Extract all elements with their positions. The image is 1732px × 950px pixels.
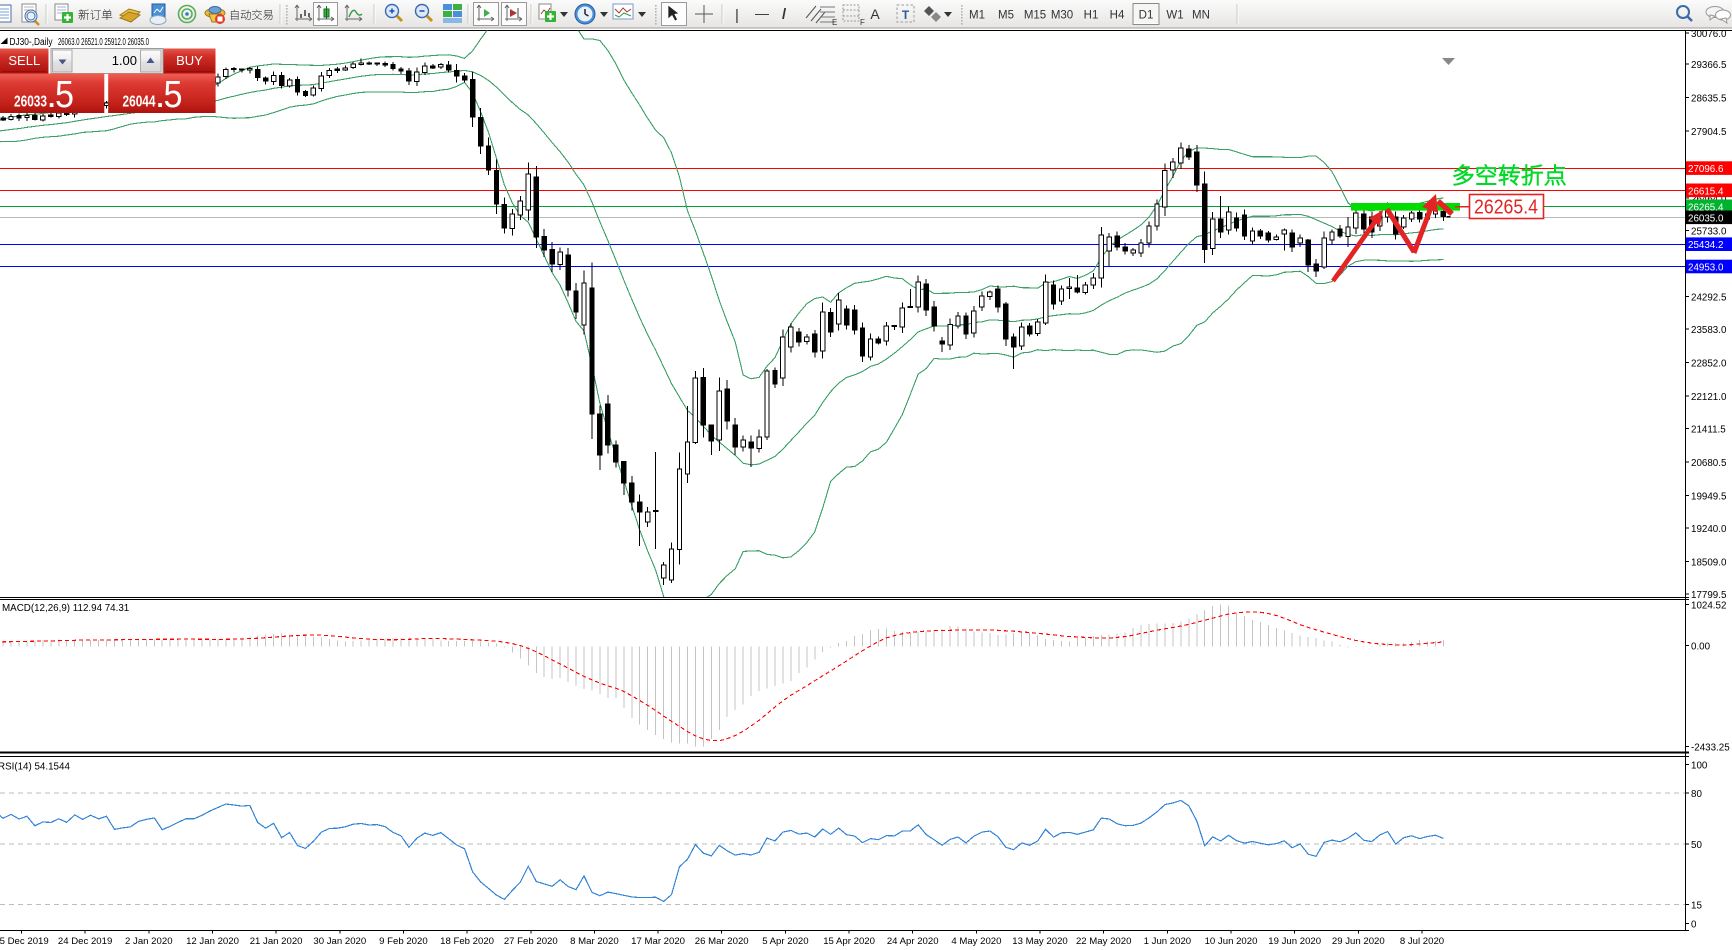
- svg-text:8 Mar 2020: 8 Mar 2020: [570, 936, 619, 947]
- svg-text:0.00: 0.00: [1691, 642, 1711, 653]
- svg-text:22121.0: 22121.0: [1691, 392, 1727, 403]
- svg-text:21 Jan 2020: 21 Jan 2020: [250, 936, 303, 947]
- svg-text:25434.2: 25434.2: [1688, 240, 1723, 251]
- svg-text:RSI(14) 54.1544: RSI(14) 54.1544: [0, 762, 70, 773]
- svg-text:26044: 26044: [123, 94, 156, 111]
- svg-text:19 Jun 2020: 19 Jun 2020: [1268, 936, 1321, 947]
- svg-text:4 May 2020: 4 May 2020: [951, 936, 1001, 947]
- svg-text:H4: H4: [1110, 10, 1125, 22]
- svg-text:27 Feb 2020: 27 Feb 2020: [504, 936, 558, 947]
- svg-text:12 Jan 2020: 12 Jan 2020: [186, 936, 239, 947]
- svg-text:15 Dec 2019: 15 Dec 2019: [0, 936, 49, 947]
- svg-text:25733.0: 25733.0: [1691, 227, 1727, 238]
- svg-text:27904.5: 27904.5: [1691, 127, 1727, 138]
- svg-text:17799.5: 17799.5: [1691, 590, 1727, 601]
- svg-text:26035.0: 26035.0: [1688, 213, 1724, 224]
- svg-text:M30: M30: [1051, 10, 1073, 22]
- svg-text:18509.0: 18509.0: [1691, 557, 1727, 568]
- svg-text:H1: H1: [1084, 10, 1099, 22]
- svg-text:26265.4: 26265.4: [1474, 197, 1538, 219]
- svg-text:26 Mar 2020: 26 Mar 2020: [695, 936, 749, 947]
- svg-text:BUY: BUY: [176, 53, 203, 68]
- svg-text:E: E: [832, 18, 837, 27]
- svg-text:15: 15: [1691, 901, 1702, 912]
- svg-text:5 Apr 2020: 5 Apr 2020: [762, 936, 808, 947]
- svg-text:26265.4: 26265.4: [1688, 202, 1724, 213]
- svg-text:10 Jun 2020: 10 Jun 2020: [1205, 936, 1258, 947]
- svg-text:22 May 2020: 22 May 2020: [1076, 936, 1131, 947]
- svg-text:1.00: 1.00: [112, 53, 137, 68]
- svg-text:1024.52: 1024.52: [1691, 600, 1726, 611]
- svg-text:-2433.25: -2433.25: [1691, 743, 1730, 754]
- svg-text:D1: D1: [1139, 10, 1154, 22]
- svg-text:9 Feb 2020: 9 Feb 2020: [379, 936, 428, 947]
- svg-text:19240.0: 19240.0: [1691, 524, 1727, 535]
- svg-text:100: 100: [1691, 760, 1708, 771]
- svg-text:8 Jul 2020: 8 Jul 2020: [1400, 936, 1444, 947]
- svg-text:26063.0 26521.0 25912.0 26035.: 26063.0 26521.0 25912.0 26035.0: [58, 37, 149, 48]
- svg-text:—: —: [755, 5, 769, 21]
- svg-text:24 Dec 2019: 24 Dec 2019: [58, 936, 112, 947]
- svg-text:F: F: [860, 18, 865, 27]
- svg-text:30 Jan 2020: 30 Jan 2020: [313, 936, 366, 947]
- svg-text:13 May 2020: 13 May 2020: [1012, 936, 1067, 947]
- svg-text:W1: W1: [1166, 10, 1183, 22]
- svg-text:M15: M15: [1024, 10, 1046, 22]
- svg-text:5: 5: [164, 74, 183, 116]
- svg-text:20680.5: 20680.5: [1691, 458, 1727, 469]
- svg-text:26615.4: 26615.4: [1688, 186, 1724, 197]
- svg-text:0: 0: [1691, 919, 1697, 930]
- svg-text:24292.5: 24292.5: [1691, 293, 1727, 304]
- svg-text:50: 50: [1691, 840, 1702, 851]
- svg-text:M1: M1: [969, 10, 985, 22]
- svg-text:21411.5: 21411.5: [1691, 425, 1726, 436]
- svg-text:15 Apr 2020: 15 Apr 2020: [823, 936, 875, 947]
- svg-text:|: |: [735, 7, 739, 24]
- svg-text:.: .: [48, 83, 55, 113]
- svg-text:1 Jun 2020: 1 Jun 2020: [1144, 936, 1191, 947]
- svg-text:.: .: [157, 83, 164, 113]
- svg-text:26033: 26033: [14, 94, 47, 111]
- svg-text:30076.0: 30076.0: [1691, 29, 1727, 40]
- svg-text:24 Apr 2020: 24 Apr 2020: [887, 936, 939, 947]
- svg-text:A: A: [870, 6, 880, 22]
- svg-text:/: /: [782, 6, 787, 23]
- svg-text:M5: M5: [998, 10, 1014, 22]
- svg-text:23583.0: 23583.0: [1691, 325, 1727, 336]
- svg-text:SELL: SELL: [8, 53, 40, 68]
- svg-text:17 Mar 2020: 17 Mar 2020: [631, 936, 685, 947]
- svg-text:29366.5: 29366.5: [1691, 60, 1727, 71]
- svg-text:18 Feb 2020: 18 Feb 2020: [440, 936, 494, 947]
- svg-text:T: T: [902, 8, 910, 22]
- svg-text:22852.0: 22852.0: [1691, 359, 1727, 370]
- svg-text:5: 5: [55, 74, 74, 116]
- svg-text:28635.5: 28635.5: [1691, 94, 1727, 105]
- svg-text:27096.6: 27096.6: [1688, 164, 1724, 175]
- svg-text:24953.0: 24953.0: [1688, 263, 1724, 274]
- svg-text:29 Jun 2020: 29 Jun 2020: [1332, 936, 1385, 947]
- svg-text:2 Jan 2020: 2 Jan 2020: [125, 936, 172, 947]
- svg-text:80: 80: [1691, 789, 1702, 800]
- svg-text:MACD(12,26,9) 112.94 74.31: MACD(12,26,9) 112.94 74.31: [2, 603, 129, 614]
- svg-text:MN: MN: [1192, 10, 1210, 22]
- svg-text:19949.5: 19949.5: [1691, 491, 1727, 502]
- svg-text:DJ30-,Daily: DJ30-,Daily: [10, 37, 53, 48]
